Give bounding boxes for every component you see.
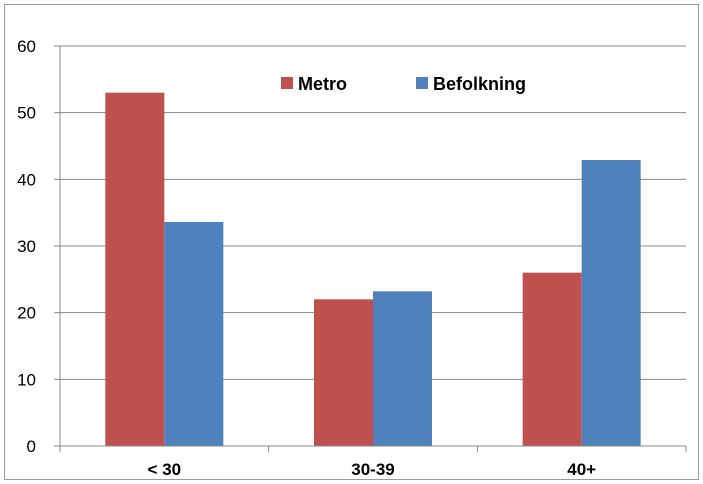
legend-swatch-befolkning [416,77,428,89]
y-tick-label: 10 [17,370,36,389]
x-tick-label: 40+ [567,460,596,479]
bars [105,92,641,447]
bar-metro-2 [522,272,582,446]
legend-swatch-metro [281,77,293,89]
bar-befolkning-0 [164,222,224,446]
y-tick-label: 50 [17,104,36,123]
legend: Metro Befolkning [281,74,526,94]
y-tick-label: 0 [27,437,36,456]
y-tick-label: 40 [17,170,36,189]
bar-befolkning-1 [373,291,432,446]
bar-metro-0 [105,92,165,447]
y-tick-label: 60 [17,37,36,56]
legend-label-metro: Metro [298,74,347,94]
x-axis-tick-labels: < 30 30-39 40+ [148,460,597,479]
y-axis-tick-labels: 0 10 20 30 40 50 60 [17,37,36,456]
y-tick-label: 30 [17,237,36,256]
bar-befolkning-2 [581,160,641,446]
x-tick-label: < 30 [148,460,182,479]
x-tick-label: 30-39 [351,460,394,479]
axes [59,46,687,452]
bar-metro-1 [314,299,373,446]
y-tick-label: 20 [17,304,36,323]
legend-label-befolkning: Befolkning [433,74,526,94]
